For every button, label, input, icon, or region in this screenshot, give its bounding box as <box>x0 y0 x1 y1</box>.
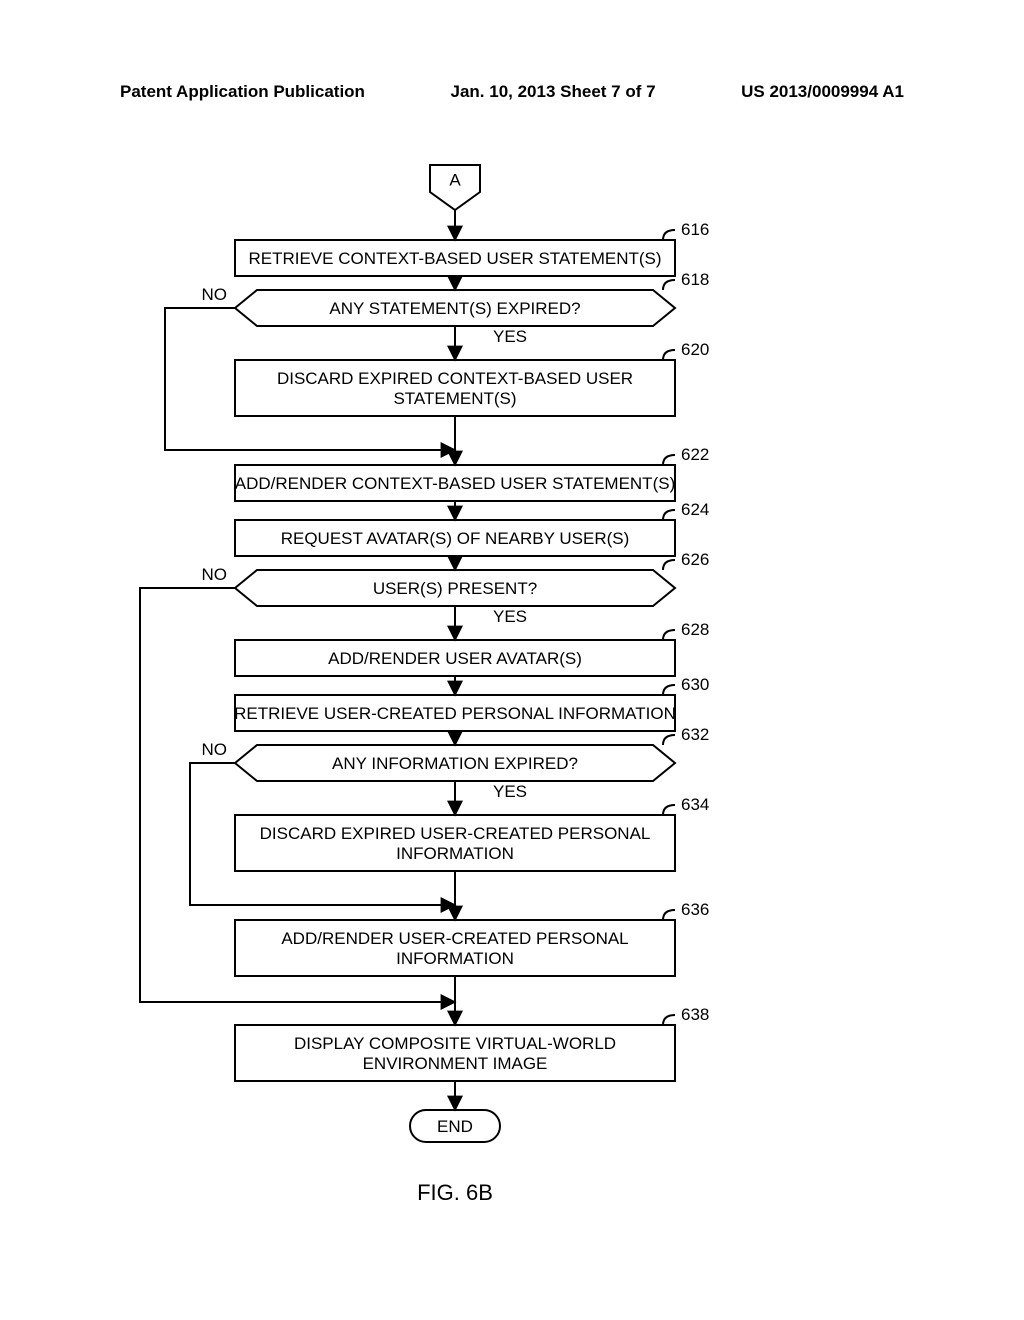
svg-text:ADD/RENDER USER-CREATED PERSON: ADD/RENDER USER-CREATED PERSONAL <box>281 929 628 948</box>
svg-text:RETRIEVE CONTEXT-BASED USER ST: RETRIEVE CONTEXT-BASED USER STATEMENT(S) <box>248 249 661 268</box>
svg-text:628: 628 <box>681 620 709 639</box>
page-root: Patent Application Publication Jan. 10, … <box>0 0 1024 1320</box>
svg-text:INFORMATION: INFORMATION <box>396 844 514 863</box>
svg-text:STATEMENT(S): STATEMENT(S) <box>393 389 516 408</box>
svg-text:END: END <box>437 1117 473 1136</box>
svg-text:INFORMATION: INFORMATION <box>396 949 514 968</box>
svg-text:REQUEST AVATAR(S) OF NEARBY US: REQUEST AVATAR(S) OF NEARBY USER(S) <box>281 529 630 548</box>
flowchart-svg: A RETRIEVE CONTEXT-BASED USER STATEMENT(S… <box>0 150 1024 1280</box>
svg-text:NO: NO <box>202 285 228 304</box>
svg-text:NO: NO <box>202 740 228 759</box>
svg-text:626: 626 <box>681 550 709 569</box>
svg-text:ANY STATEMENT(S) EXPIRED?: ANY STATEMENT(S) EXPIRED? <box>329 299 580 318</box>
svg-text:622: 622 <box>681 445 709 464</box>
svg-text:630: 630 <box>681 675 709 694</box>
svg-text:ANY INFORMATION EXPIRED?: ANY INFORMATION EXPIRED? <box>332 754 578 773</box>
svg-text:616: 616 <box>681 220 709 239</box>
svg-text:DISPLAY COMPOSITE VIRTUAL-WORL: DISPLAY COMPOSITE VIRTUAL-WORLD <box>294 1034 616 1053</box>
svg-text:636: 636 <box>681 900 709 919</box>
header-left: Patent Application Publication <box>120 82 365 102</box>
page-header: Patent Application Publication Jan. 10, … <box>0 82 1024 102</box>
svg-text:DISCARD EXPIRED USER-CREATED P: DISCARD EXPIRED USER-CREATED PERSONAL <box>260 824 651 843</box>
svg-text:NO: NO <box>202 565 228 584</box>
svg-text:638: 638 <box>681 1005 709 1024</box>
header-center: Jan. 10, 2013 Sheet 7 of 7 <box>451 82 656 102</box>
svg-text:632: 632 <box>681 725 709 744</box>
svg-text:ADD/RENDER CONTEXT-BASED USER: ADD/RENDER CONTEXT-BASED USER STATEMENT(… <box>235 474 675 493</box>
svg-text:620: 620 <box>681 340 709 359</box>
svg-text:USER(S) PRESENT?: USER(S) PRESENT? <box>373 579 537 598</box>
svg-text:YES: YES <box>493 607 527 626</box>
svg-text:YES: YES <box>493 782 527 801</box>
header-right: US 2013/0009994 A1 <box>741 82 904 102</box>
svg-text:624: 624 <box>681 500 709 519</box>
figure-label: FIG. 6B <box>417 1180 493 1205</box>
flowchart-container: A RETRIEVE CONTEXT-BASED USER STATEMENT(S… <box>0 150 1024 1280</box>
svg-text:YES: YES <box>493 327 527 346</box>
svg-text:ADD/RENDER USER AVATAR(S): ADD/RENDER USER AVATAR(S) <box>328 649 582 668</box>
svg-text:DISCARD EXPIRED CONTEXT-BASED: DISCARD EXPIRED CONTEXT-BASED USER <box>277 369 633 388</box>
svg-text:RETRIEVE USER-CREATED PERSONAL: RETRIEVE USER-CREATED PERSONAL INFORMATI… <box>234 704 676 723</box>
svg-text:ENVIRONMENT IMAGE: ENVIRONMENT IMAGE <box>363 1054 548 1073</box>
svg-text:634: 634 <box>681 795 709 814</box>
svg-text:618: 618 <box>681 270 709 289</box>
svg-text:A: A <box>449 170 461 189</box>
